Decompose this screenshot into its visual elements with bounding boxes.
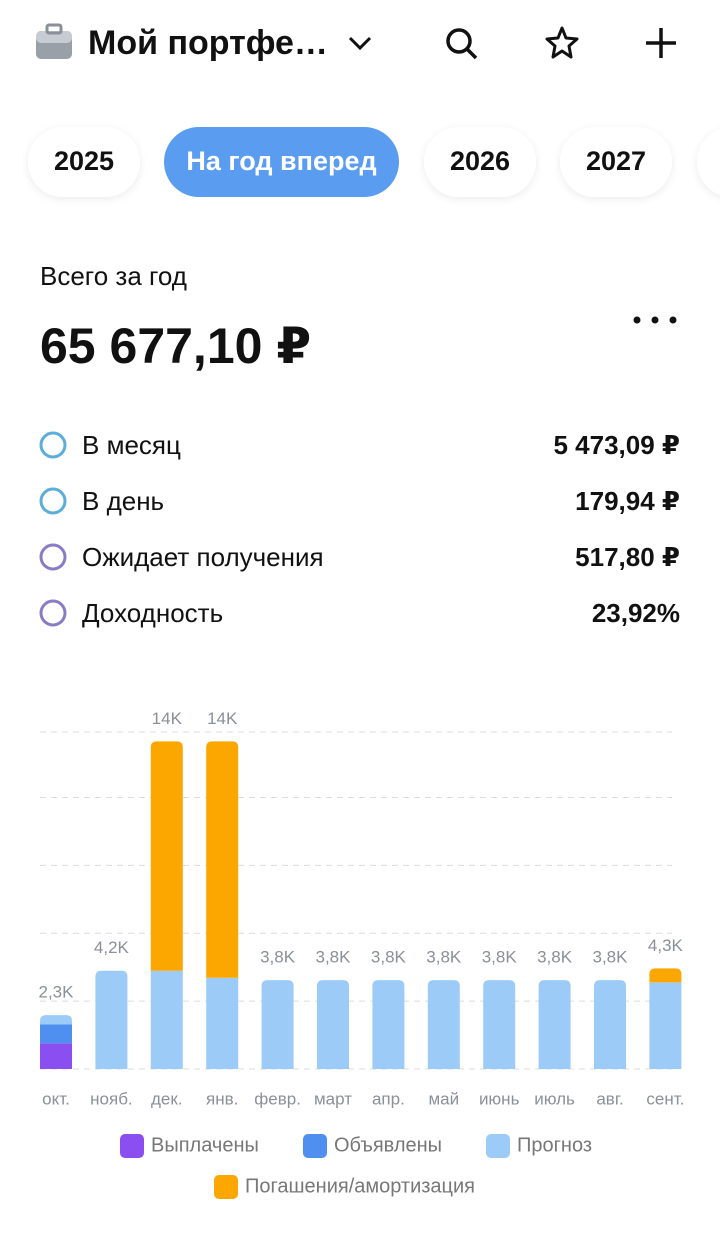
- x-tick-label: окт.: [42, 1089, 70, 1108]
- row-label: Доходность: [82, 598, 223, 628]
- legend-label: Объявлены: [334, 1134, 442, 1156]
- bar-segment: [206, 741, 239, 978]
- row-value: 517,80 ₽: [575, 542, 680, 572]
- tab-pill[interactable]: [424, 127, 536, 197]
- total-label: 3,8K: [316, 948, 352, 967]
- row-indicator: [39, 487, 67, 515]
- row-value: 23,92%: [592, 598, 680, 628]
- portfolio-title[interactable]: Мой портфе…: [88, 24, 328, 62]
- legend-swatch: [486, 1134, 510, 1158]
- bar-segment: [427, 980, 460, 1069]
- search-icon[interactable]: [446, 28, 478, 60]
- row-label: Ожидает получения: [82, 542, 324, 572]
- total-label: 4,3K: [648, 936, 684, 955]
- x-tick-label: дек.: [151, 1089, 183, 1108]
- x-tick-label: июнь: [479, 1089, 520, 1108]
- x-tick-label: авг.: [596, 1089, 623, 1108]
- x-tick-label: февр.: [254, 1089, 301, 1108]
- total-label: 3,8K: [426, 948, 462, 967]
- row-value: 5 473,09 ₽: [553, 430, 680, 460]
- portfolio-icon: [36, 23, 72, 59]
- x-tick-label: сент.: [646, 1089, 684, 1108]
- total-label: 3,8K: [537, 948, 573, 967]
- bar-segment: [206, 977, 239, 1069]
- total-label: 3,8K: [371, 948, 407, 967]
- legend-swatch: [214, 1175, 238, 1199]
- total-label: 14K: [152, 709, 183, 728]
- legend-label: Погашения/амортизация: [245, 1175, 475, 1197]
- bar-segment: [150, 970, 183, 1069]
- tab-label[interactable]: На год вперед: [186, 146, 376, 176]
- row-indicator: [39, 431, 67, 459]
- dropdown-chevron[interactable]: [348, 36, 372, 51]
- x-tick-label: апр.: [372, 1089, 405, 1108]
- tab-pill[interactable]: [164, 127, 399, 197]
- bar-segment: [649, 982, 682, 1069]
- tab-pill[interactable]: [28, 127, 140, 197]
- row-indicator: [39, 543, 67, 571]
- row-value: 179,94 ₽: [575, 486, 680, 516]
- bar-segment: [538, 980, 571, 1069]
- x-tick-label: июль: [534, 1089, 575, 1108]
- tab-label[interactable]: 2027: [586, 146, 646, 176]
- more-icon[interactable]: [633, 316, 677, 324]
- legend-swatch: [303, 1134, 327, 1158]
- tab-label[interactable]: 2025: [54, 146, 114, 176]
- total-label: 3,8K: [482, 948, 518, 967]
- bar-segment: [40, 1024, 72, 1044]
- bar-segment: [261, 980, 294, 1069]
- total-label: 14K: [207, 709, 238, 728]
- bar-segment: [150, 741, 183, 971]
- bar-segment: [317, 980, 349, 1069]
- x-tick-label: нояб.: [90, 1089, 133, 1108]
- row-label: В месяц: [82, 430, 181, 460]
- total-label: 2,3K: [39, 983, 75, 1002]
- x-tick-label: янв.: [206, 1089, 238, 1108]
- bar-segment: [372, 980, 405, 1069]
- favorite-icon[interactable]: [545, 26, 579, 59]
- bar-segment: [649, 968, 682, 983]
- legend-label: Выплачены: [151, 1134, 259, 1156]
- add-icon[interactable]: [646, 28, 676, 58]
- tab-label[interactable]: 2026: [450, 146, 510, 176]
- bar-segment: [594, 980, 626, 1069]
- tab-pill[interactable]: [560, 127, 672, 197]
- x-tick-label: март: [314, 1089, 352, 1108]
- summary-label: Всего за год: [40, 261, 187, 291]
- row-indicator: [39, 599, 67, 627]
- x-tick-label: май: [428, 1089, 459, 1108]
- legend-swatch: [120, 1134, 144, 1158]
- bar-segment: [95, 970, 128, 1069]
- total-label: 3,8K: [593, 948, 629, 967]
- bar-segment: [40, 1015, 72, 1025]
- tab-pill-partial[interactable]: [697, 127, 720, 197]
- summary-total: 65 677,10 ₽: [40, 318, 311, 374]
- row-label: В день: [82, 486, 164, 516]
- total-label: 4,2K: [94, 938, 130, 957]
- total-label: 3,8K: [260, 948, 296, 967]
- bar-segment: [483, 980, 516, 1069]
- legend-label: Прогноз: [517, 1134, 592, 1156]
- bar-segment: [40, 1043, 72, 1069]
